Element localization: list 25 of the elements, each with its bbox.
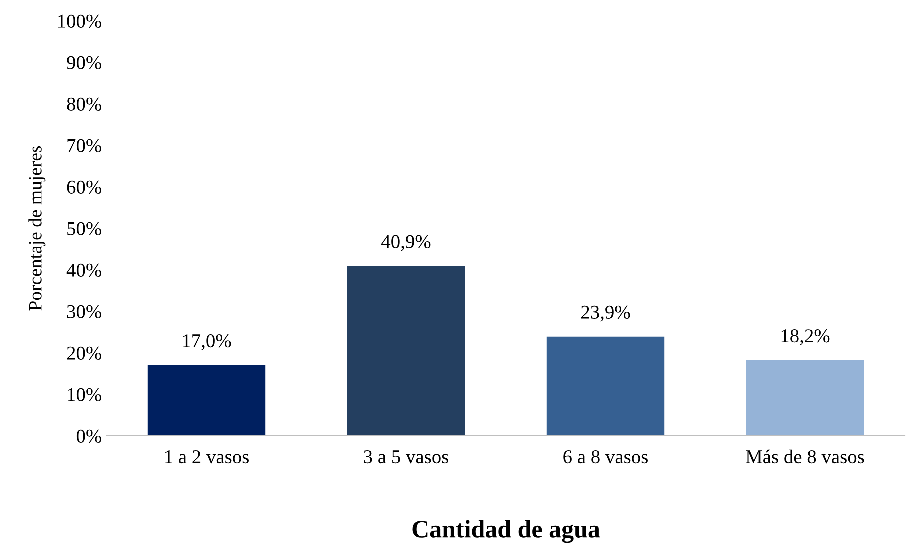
x-axis-title: Cantidad de agua — [412, 520, 600, 544]
y-tick-label: 80% — [67, 98, 102, 111]
x-tick-label: 1 a 2 vasos — [166, 450, 249, 464]
y-tick-label: 90% — [67, 56, 102, 70]
y-tick-label: 60% — [67, 180, 102, 194]
y-tick-label: 0% — [76, 430, 102, 443]
bar — [546, 336, 665, 436]
y-axis-title: Porcentaje de mujeres — [28, 146, 46, 311]
y-tick-label: 20% — [67, 346, 102, 360]
bar — [148, 365, 266, 436]
data-label: 18,2% — [782, 330, 830, 346]
y-tick-label: 70% — [68, 139, 102, 152]
x-tick-label: Más de 8 vasos — [746, 450, 864, 464]
data-label: 23,9% — [581, 306, 630, 322]
y-tick-label: 30% — [67, 305, 102, 318]
data-label: 17,0% — [183, 334, 232, 350]
y-tick-label: 50% — [68, 222, 102, 236]
y-tick-label: 40% — [66, 264, 102, 277]
data-label: 40,9% — [382, 235, 431, 252]
y-tick-label: 10% — [68, 388, 102, 402]
y-tick-label: 100% — [58, 14, 102, 28]
x-tick-label: 3 a 5 vasos — [364, 450, 448, 464]
bar — [347, 266, 466, 436]
x-tick-label: 6 a 8 vasos — [564, 450, 648, 464]
bar — [746, 360, 864, 436]
